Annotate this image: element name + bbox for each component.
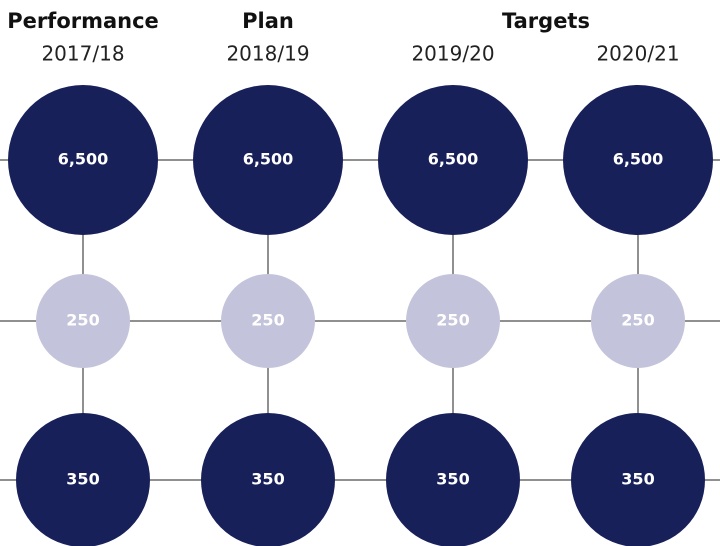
value-label: 6,500	[428, 150, 479, 169]
circle	[563, 85, 713, 235]
value-label: 250	[621, 311, 654, 330]
circle	[591, 274, 685, 368]
value-label: 250	[251, 311, 284, 330]
year-label: 2017/18	[41, 42, 124, 66]
value-label: 350	[436, 470, 469, 489]
value-label: 6,500	[58, 150, 109, 169]
circle	[406, 274, 500, 368]
circle	[386, 413, 520, 546]
value-label: 6,500	[613, 150, 664, 169]
value-label: 350	[251, 470, 284, 489]
circle	[571, 413, 705, 546]
header: Targets	[502, 9, 590, 33]
circle	[378, 85, 528, 235]
circle	[221, 274, 315, 368]
value-label: 250	[66, 311, 99, 330]
value-label: 350	[66, 470, 99, 489]
header: Performance	[7, 9, 159, 33]
header: Plan	[242, 9, 294, 33]
circle	[8, 85, 158, 235]
value-label: 6,500	[243, 150, 294, 169]
value-label: 250	[436, 311, 469, 330]
value-label: 350	[621, 470, 654, 489]
circle	[36, 274, 130, 368]
circle	[201, 413, 335, 546]
circle	[193, 85, 343, 235]
year-label: 2018/19	[226, 42, 309, 66]
year-label: 2019/20	[411, 42, 494, 66]
year-label: 2020/21	[596, 42, 679, 66]
circle	[16, 413, 150, 546]
